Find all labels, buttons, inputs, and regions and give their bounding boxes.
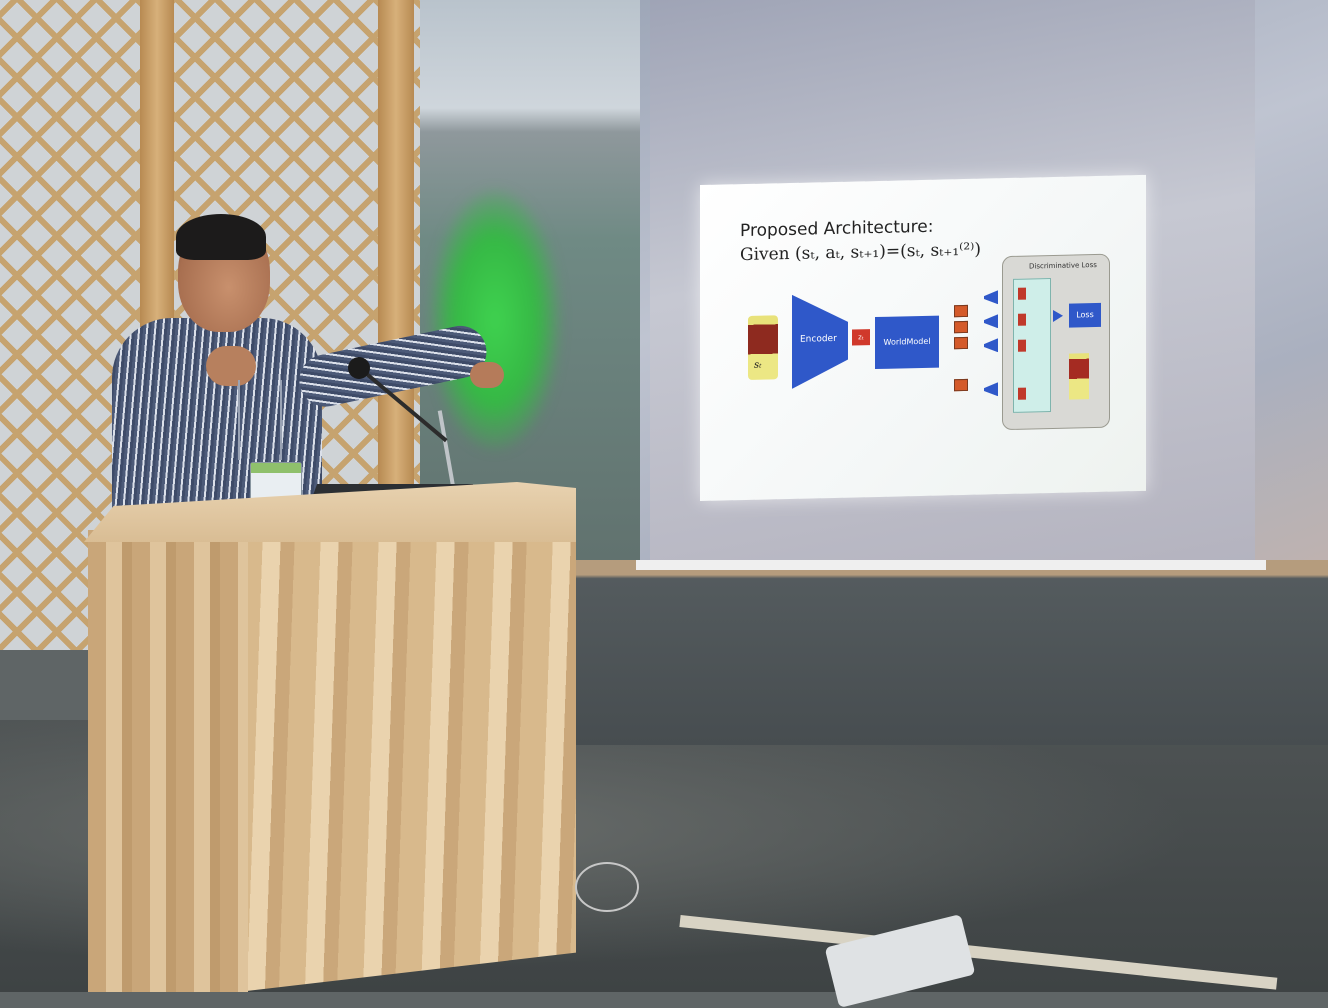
input-frame-image [748, 315, 778, 380]
wall-baseboard [575, 560, 1328, 745]
presentation-slide: Proposed Architecture: Given (sₜ, aₜ, sₜ… [700, 174, 1146, 501]
world-model-block: WorldModel [875, 315, 939, 370]
sample-image [1018, 339, 1026, 352]
loss-block: Loss [1069, 302, 1101, 328]
green-light-reflection [430, 190, 560, 450]
sample-stack [1013, 278, 1051, 413]
speaker-pointing-hand [470, 362, 504, 388]
decoder-block [984, 290, 998, 304]
decoder-block [984, 338, 998, 352]
encoder-label: Encoder [800, 333, 837, 345]
prediction-node [954, 320, 968, 334]
prediction-node [954, 336, 968, 350]
loss-panel-title: Discriminative Loss [1029, 260, 1097, 271]
prediction-node [954, 378, 968, 392]
slide-title: Proposed Architecture: [740, 216, 934, 242]
sample-image [1018, 313, 1026, 326]
lectern-side [238, 500, 576, 992]
latent-block: zₜ [852, 329, 870, 346]
floor-cable [575, 862, 639, 912]
badge-color-band [251, 463, 301, 473]
projector-screen-bar [636, 560, 1266, 570]
slide-subtitle: Given (sₜ, aₜ, sₜ₊₁)=(sₜ, sₜ₊₁⁽²⁾) [740, 239, 981, 266]
sample-image [1018, 387, 1026, 400]
arrow-right-icon [1053, 309, 1063, 322]
sample-image [1018, 287, 1026, 300]
prediction-node [954, 304, 968, 318]
target-frame-image [1069, 353, 1089, 400]
decoder-block [984, 382, 998, 396]
lectern-front [88, 530, 248, 992]
speaker-hair [176, 214, 266, 260]
input-label: sₜ [754, 359, 762, 371]
lanyard [238, 380, 282, 460]
discriminative-loss-panel: Discriminative Loss Loss [1002, 253, 1110, 431]
microphone-icon [348, 357, 370, 379]
decoder-block [984, 314, 998, 328]
speaker-gesturing-hand [206, 346, 256, 386]
wood-post-right [378, 0, 414, 500]
